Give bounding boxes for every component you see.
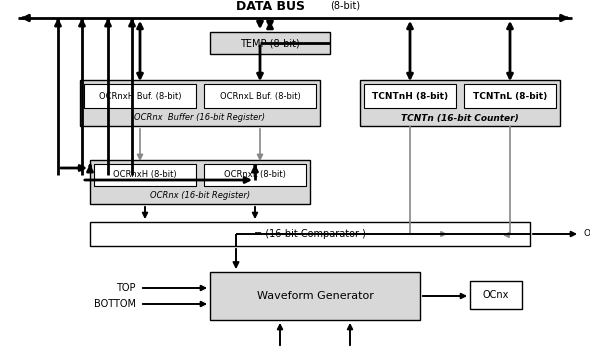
Bar bbox=[84, 84, 196, 108]
Bar bbox=[90, 160, 310, 204]
Bar bbox=[90, 222, 530, 246]
Bar bbox=[210, 272, 420, 320]
Text: OCRnxL (8-bit): OCRnxL (8-bit) bbox=[224, 171, 286, 179]
Text: OCRnxH Buf. (8-bit): OCRnxH Buf. (8-bit) bbox=[99, 91, 181, 101]
Bar bbox=[80, 80, 320, 126]
Text: OCnx: OCnx bbox=[483, 290, 509, 300]
Text: OCRnx  Buffer (16-bit Register): OCRnx Buffer (16-bit Register) bbox=[135, 113, 266, 122]
Bar bbox=[360, 80, 560, 126]
Text: = (16-bit Comparator ): = (16-bit Comparator ) bbox=[254, 229, 366, 239]
Text: OCRnx (16-bit Register): OCRnx (16-bit Register) bbox=[150, 192, 250, 200]
Text: TCNTnH (8-bit): TCNTnH (8-bit) bbox=[372, 91, 448, 101]
Text: OCRnxH (8-bit): OCRnxH (8-bit) bbox=[113, 171, 177, 179]
Bar bbox=[470, 281, 522, 309]
Bar bbox=[204, 164, 306, 186]
Bar bbox=[94, 164, 196, 186]
Bar bbox=[210, 32, 330, 54]
Text: Waveform Generator: Waveform Generator bbox=[257, 291, 373, 301]
Bar bbox=[204, 84, 316, 108]
Text: DATA BUS: DATA BUS bbox=[235, 0, 304, 13]
Text: BOTTOM: BOTTOM bbox=[94, 299, 136, 309]
Text: TCNTnL (8-bit): TCNTnL (8-bit) bbox=[473, 91, 547, 101]
Text: TEMP (8-bit): TEMP (8-bit) bbox=[240, 38, 300, 48]
Text: TCNTn (16-bit Counter): TCNTn (16-bit Counter) bbox=[401, 113, 519, 122]
Bar bbox=[464, 84, 556, 108]
Text: TOP: TOP bbox=[116, 283, 136, 293]
Text: OCFnx (Int.Req.): OCFnx (Int.Req.) bbox=[584, 230, 590, 238]
Bar bbox=[364, 84, 456, 108]
Text: (8-bit): (8-bit) bbox=[330, 1, 360, 11]
Text: OCRnxL Buf. (8-bit): OCRnxL Buf. (8-bit) bbox=[219, 91, 300, 101]
